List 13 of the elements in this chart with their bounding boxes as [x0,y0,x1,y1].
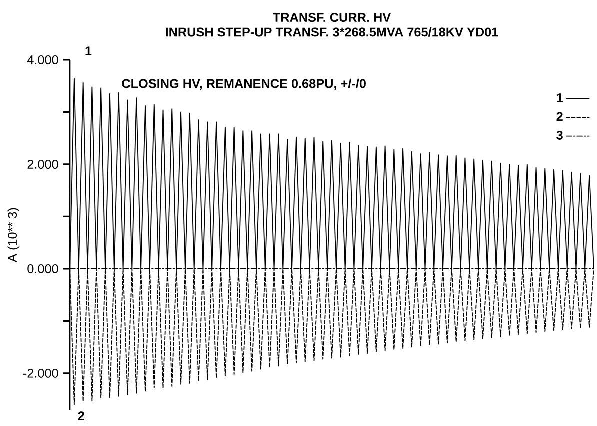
legend-label: 3 [556,130,563,140]
chart-subtitle: INRUSH STEP-UP TRANSF. 3*268.5MVA 765/18KV YD01 [166,27,498,37]
annotation: CLOSING HV, REMANENCE 0.68PU, +/-/0 [122,78,366,90]
chart-title: TRANSF. CURR. HV [273,13,392,22]
text: 2 [78,412,84,420]
y-tick-label: 4.000 [27,56,58,64]
y-tick-label: 2.000 [28,160,58,169]
y-tick-label: -2.000 [23,368,58,378]
legend-label: 1 [557,94,564,102]
y-axis-title: A (10** 3) [8,208,20,262]
text: 1 [86,46,92,56]
legend-label: 2 [556,112,563,122]
y-tick-label: 0.000 [28,264,58,274]
